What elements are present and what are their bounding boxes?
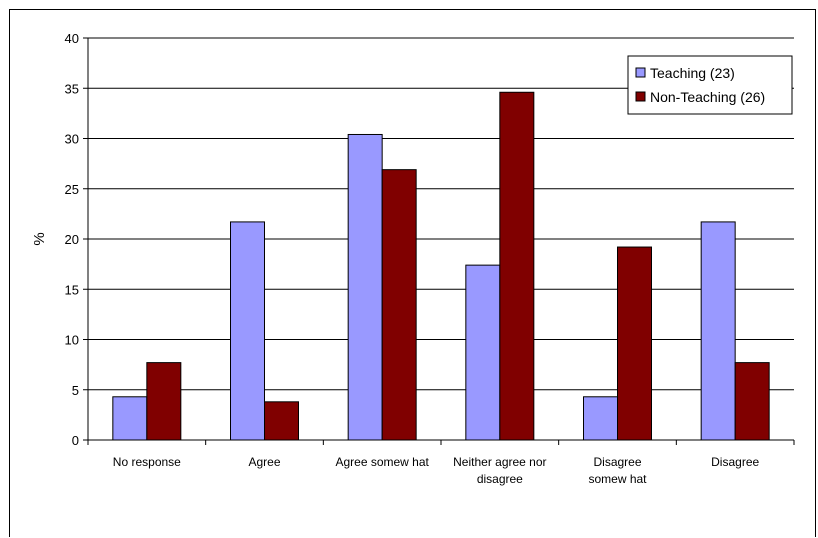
x-category-label: somew hat [588,472,647,486]
bar-non-teaching [499,91,535,441]
x-category-label: Agree somew hat [335,455,429,469]
y-tick-label: 25 [65,182,79,197]
y-tick-label: 35 [65,81,79,96]
x-category-label: Disagree [711,455,759,469]
x-category-label: Neither agree nor [453,455,546,469]
y-tick-label: 0 [72,433,79,448]
bar-teaching [112,396,148,441]
legend-swatch [635,91,646,102]
y-tick-label: 15 [65,282,79,297]
bar-teaching [230,221,265,441]
bar-non-teaching [146,362,182,441]
bar-non-teaching [381,169,417,441]
bar-teaching [347,133,383,441]
bar-non-teaching [617,246,652,441]
chart-frame [9,9,816,537]
y-axis-title: % [31,232,48,245]
bar-non-teaching [734,362,770,441]
legend-label: Non-Teaching (26) [650,89,765,105]
bar-non-teaching [264,401,299,441]
bar-teaching [465,264,501,441]
y-tick-label: 20 [65,232,79,247]
legend-swatch [635,67,646,78]
y-tick-label: 10 [65,333,79,348]
y-tick-label: 40 [65,31,79,46]
x-category-label: disagree [477,472,523,486]
x-category-label: No response [113,455,181,469]
x-category-label: Disagree [593,455,641,469]
bar-teaching [583,396,618,441]
y-tick-label: 5 [72,383,79,398]
y-tick-label: 30 [65,132,79,147]
legend-label: Teaching (23) [650,65,735,81]
bar-teaching [700,221,736,441]
x-category-label: Agree [248,455,280,469]
legend-box [627,55,793,115]
